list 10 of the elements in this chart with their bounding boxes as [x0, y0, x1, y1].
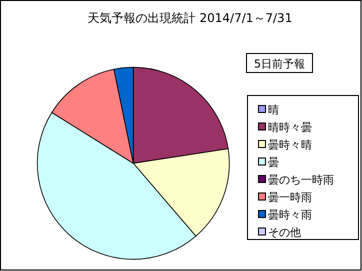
- legend-label: 曇のち一時雨: [268, 174, 334, 186]
- legend-label: 晴: [268, 104, 279, 116]
- legend-label: 曇時々晴: [268, 138, 312, 152]
- legend-label: 曇時々雨: [268, 208, 312, 222]
- legend-label: 晴時々曇: [268, 121, 312, 134]
- text: 5日前予報: [254, 58, 305, 70]
- legend-label: 曇一時雨: [268, 191, 312, 204]
- chart-title: 天気予報の出現統計 2014/7/1～7/31: [88, 11, 292, 25]
- legend-label: 曇: [268, 156, 279, 169]
- legend-label: その他: [268, 226, 301, 239]
